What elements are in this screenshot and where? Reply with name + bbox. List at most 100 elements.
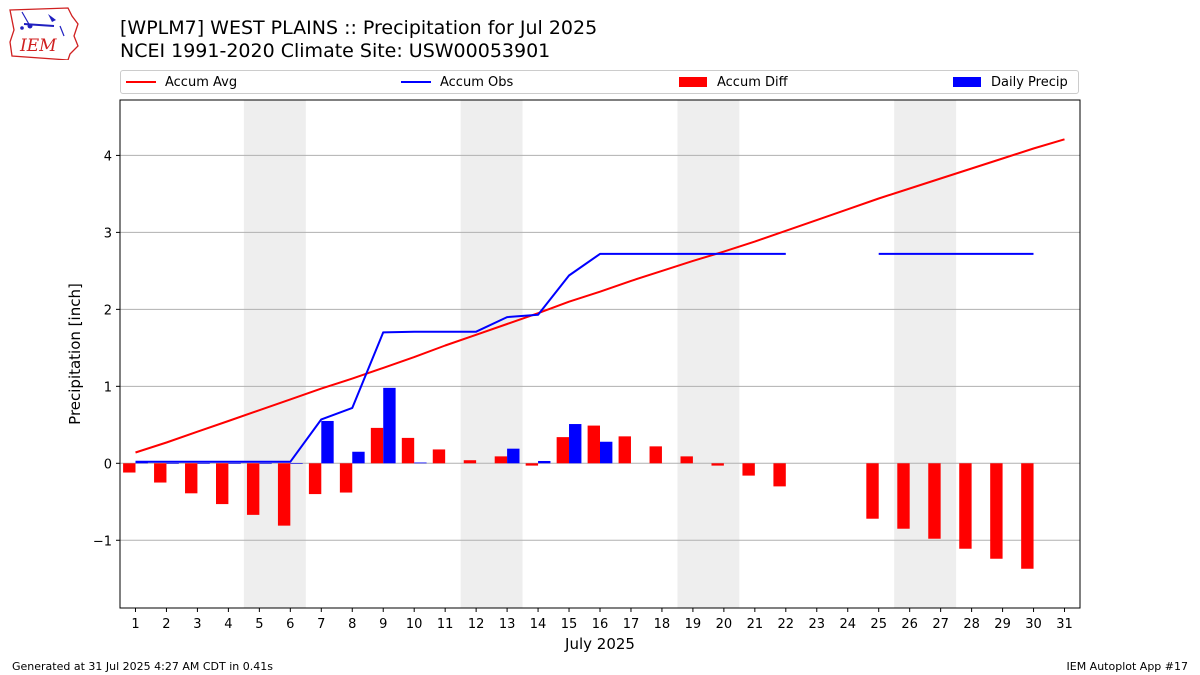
iowa-state-outline-icon: IEM [9,7,79,61]
x-tick-label: 27 [932,617,949,632]
x-tick-label: 18 [654,617,671,632]
accum-diff-bar [494,456,508,464]
accum-diff-bar [123,463,136,473]
accum-diff-bar [308,463,322,495]
y-tick-label: −1 [93,534,112,549]
daily-precip-bar [290,463,303,464]
x-tick-label: 6 [286,617,294,632]
weekend-band [460,100,523,608]
x-tick-label: 13 [499,617,516,632]
legend-swatch-red-box [679,77,707,87]
daily-precip-bar [569,424,582,464]
accum-diff-bar [649,446,662,464]
legend-item-accum-diff: Accum Diff [679,71,788,93]
bars-layer [123,387,1034,569]
accum-diff-bar [928,463,941,539]
iem-logo: IEM [8,6,80,61]
legend-item-daily-precip: Daily Precip [953,71,1068,93]
x-tick-label: 17 [623,617,640,632]
accum-diff-bar [866,463,879,519]
accum-diff-bar [1021,463,1034,569]
x-tick-label: 16 [592,617,609,632]
x-tick-label: 11 [437,617,454,632]
x-tick-label: 26 [901,617,918,632]
accum-diff-bar [185,463,198,494]
daily-precip-bar [352,451,365,464]
x-tick-label: 5 [255,617,263,632]
legend-swatch-red-line [126,81,156,83]
x-tick-label: 9 [379,617,387,632]
app-credit: IEM Autoplot App #17 [1066,660,1189,673]
x-tick-label: 29 [994,617,1011,632]
x-tick-label: 23 [809,617,826,632]
x-tick-label: 19 [685,617,702,632]
x-tick-label: 20 [716,617,733,632]
accum-diff-bar [370,427,384,464]
logo-text: IEM [19,36,57,56]
daily-precip-bar [507,448,520,464]
x-axis-label: July 2025 [564,635,635,653]
chart-title: [WPLM7] WEST PLAINS :: Precipitation for… [120,17,598,39]
y-tick-label: 4 [104,149,112,164]
y-axis-label: Precipitation [inch] [66,283,84,425]
daily-precip-bar [197,463,210,464]
legend-swatch-blue-line [401,81,431,83]
daily-precip-bar [228,463,241,464]
lines-layer [135,138,1065,463]
x-tick-label: 8 [348,617,356,632]
weekend-band [243,100,306,608]
accum-diff-bar [742,463,755,476]
accum-diff-bar [246,463,260,515]
y-tick-label: 3 [104,226,112,241]
weekend-band [677,100,740,608]
daily-precip-bar [259,463,272,464]
x-tick-label: 3 [193,617,201,632]
daily-precip-bar [166,463,179,464]
x-tick-label: 12 [468,617,485,632]
accum-diff-bar [556,437,570,464]
accum-diff-bar [154,463,167,483]
chart-subtitle: NCEI 1991-2020 Climate Site: USW00053901 [120,40,551,62]
accum-diff-bar [990,463,1003,559]
legend-item-accum-obs: Accum Obs [401,71,513,93]
legend-label: Daily Precip [991,74,1068,90]
accum-diff-bar [216,463,229,505]
daily-precip-bar [414,462,427,464]
legend-label: Accum Diff [717,74,788,90]
generated-timestamp: Generated at 31 Jul 2025 4:27 AM CDT in … [12,660,273,673]
y-tick-label: 2 [104,303,112,318]
daily-precip-bar [383,387,396,464]
x-tick-label: 4 [224,617,232,632]
accum-diff-bar [680,456,693,464]
legend-swatch-blue-box [953,77,981,87]
x-tick-label: 24 [839,617,856,632]
x-tick-label: 31 [1056,617,1073,632]
legend: Accum Avg Accum Obs Accum Diff Daily Pre… [120,70,1079,94]
accum-diff-bar [339,463,353,493]
daily-precip-bar [321,420,334,464]
daily-precip-bar [600,441,613,464]
y-tick-label: 0 [104,457,112,472]
accum-avg-line [135,138,1065,454]
accum-diff-bar [432,449,446,464]
x-tick-label: 30 [1025,617,1042,632]
legend-label: Accum Obs [440,74,514,90]
x-tick-label: 15 [561,617,578,632]
accum-diff-bar [773,463,786,487]
x-tick-label: 28 [963,617,980,632]
legend-label: Accum Avg [165,74,238,90]
x-tick-label: 21 [747,617,764,632]
legend-item-accum-avg: Accum Avg [126,71,237,93]
x-tick-label: 22 [778,617,795,632]
accum-diff-bar [959,463,972,549]
daily-precip-bar [538,460,551,464]
x-tick-label: 10 [406,617,423,632]
x-tick-label: 25 [870,617,887,632]
x-tick-label: 2 [162,617,170,632]
accum-diff-bar [277,463,291,526]
y-tick-label: 1 [104,380,112,395]
accum-diff-bar [897,463,910,529]
accum-diff-bar [587,425,600,464]
x-tick-label: 14 [530,617,547,632]
